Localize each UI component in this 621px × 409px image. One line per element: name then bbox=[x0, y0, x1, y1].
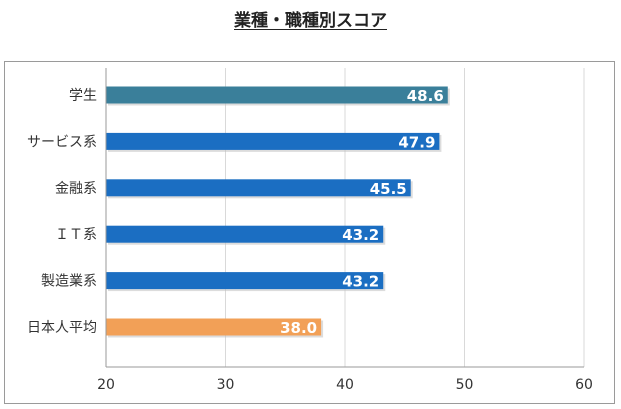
grid-layer bbox=[225, 68, 585, 367]
x-tick-label: 30 bbox=[217, 377, 235, 393]
chart-title: 業種・職種別スコア bbox=[0, 6, 621, 31]
data-label: 45.5 bbox=[370, 180, 407, 198]
bar-layer bbox=[106, 86, 450, 338]
x-tick-label: 60 bbox=[575, 377, 593, 393]
bar bbox=[106, 318, 322, 336]
chart-frame: 学生 48.6 サービス系 47.9 金融系 45.5 ＩＴ系 43.2 製造業系 43.2 日本人… bbox=[4, 61, 615, 404]
chart-title-text: 業種・職種別スコア bbox=[234, 11, 387, 31]
x-tick-label: 40 bbox=[336, 377, 354, 393]
bar bbox=[106, 272, 384, 290]
bar bbox=[106, 179, 411, 197]
category-label: 日本人平均 bbox=[27, 320, 97, 336]
label-layer: 学生 48.6 サービス系 47.9 金融系 45.5 ＩＴ系 43.2 製造業系 43.2 日本人… bbox=[27, 87, 444, 337]
category-label: 製造業系 bbox=[41, 274, 97, 290]
category-label: 学生 bbox=[69, 88, 97, 104]
data-label: 43.2 bbox=[342, 226, 379, 244]
bar bbox=[106, 132, 440, 150]
bar bbox=[106, 225, 384, 243]
data-label: 47.9 bbox=[398, 133, 435, 151]
category-label: ＩＴ系 bbox=[55, 227, 97, 243]
category-label: 金融系 bbox=[55, 181, 97, 197]
category-label: サービス系 bbox=[27, 134, 97, 150]
x-tick-label: 50 bbox=[456, 377, 474, 393]
data-label: 43.2 bbox=[342, 273, 379, 291]
axis-layer: 20 30 40 50 60 bbox=[97, 68, 593, 393]
bar-chart: 学生 48.6 サービス系 47.9 金融系 45.5 ＩＴ系 43.2 製造業系 43.2 日本人… bbox=[27, 68, 593, 393]
data-label: 38.0 bbox=[280, 319, 317, 337]
data-label: 48.6 bbox=[407, 87, 444, 105]
x-tick-label: 20 bbox=[97, 377, 115, 393]
bar bbox=[106, 86, 448, 104]
